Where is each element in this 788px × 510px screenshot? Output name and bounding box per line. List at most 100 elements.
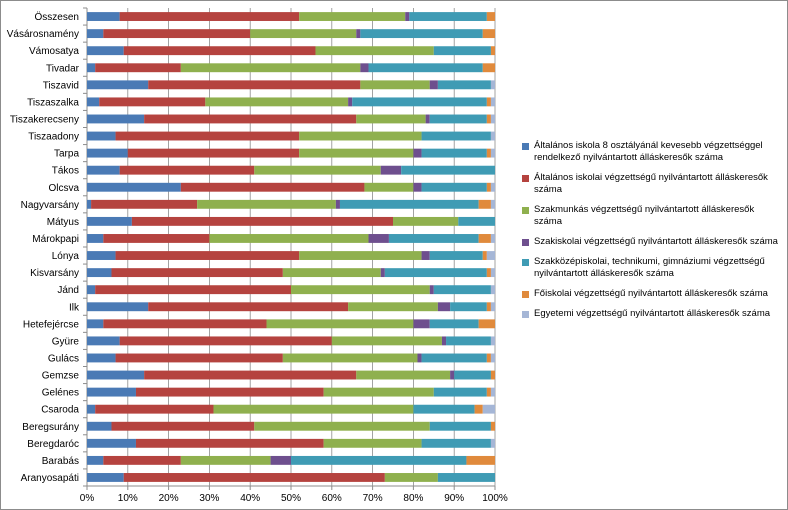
bar-segment-1 (87, 473, 124, 482)
bar-segment-6 (474, 404, 483, 414)
bar-segment-4 (360, 63, 369, 73)
bar-segment-4 (437, 302, 451, 312)
category-label: Összesen (35, 11, 79, 23)
legend: Általános iskola 8 osztályánál kevesebb … (522, 140, 784, 328)
bar-segment-1 (87, 131, 116, 141)
bar-segment-7 (482, 404, 495, 414)
bar-segment-6 (486, 302, 491, 312)
legend-swatch (522, 239, 529, 246)
bar-segment-1 (87, 216, 132, 226)
bar-segment-5 (421, 353, 487, 363)
bar-segment-5 (360, 29, 483, 39)
bar-segment-5 (433, 387, 487, 397)
bar-segment-6 (490, 370, 495, 380)
bar-segment-7 (490, 97, 495, 107)
category-label: Gelénes (42, 388, 79, 399)
bar-segment-4 (450, 370, 455, 380)
bar-segment-2 (123, 473, 385, 482)
x-tick-label: 10% (118, 493, 138, 504)
bar-segment-1 (87, 455, 104, 465)
bar-segment-5 (446, 336, 491, 346)
bar-segment-4 (421, 251, 430, 260)
bar-segment-1 (87, 114, 145, 124)
bar-segment-5 (291, 455, 467, 465)
bar-segment-3 (250, 29, 357, 39)
bar-segment-2 (180, 182, 365, 192)
category-label: Gyüre (52, 336, 80, 347)
category-label: Aranyosapáti (21, 473, 79, 484)
bar-segment-5 (413, 404, 475, 414)
bar-segment-7 (490, 114, 495, 124)
bar-segment-1 (87, 63, 96, 73)
bar-segment-1 (87, 46, 124, 56)
bar-segment-5 (450, 302, 487, 312)
legend-label: Egyetemi végzettségű nyilvántartott állá… (534, 308, 771, 319)
bar-segment-7 (486, 251, 495, 260)
bar-segment-4 (429, 285, 434, 295)
bar-segment-1 (87, 97, 100, 107)
x-tick-label: 80% (403, 493, 423, 504)
bar-segment-1 (87, 199, 92, 209)
bar-segment-7 (490, 438, 495, 448)
bar-segment-5 (421, 438, 491, 448)
category-label: Tiszaszalka (27, 97, 79, 108)
bar-segment-2 (119, 12, 300, 21)
bar-segment-3 (348, 302, 438, 312)
x-tick-label: 0% (80, 493, 95, 504)
bar-segment-3 (299, 148, 414, 158)
bar-segment-6 (490, 421, 495, 431)
bar-segment-2 (91, 199, 198, 209)
legend-label: Általános iskola 8 osztályánál kevesebb … (534, 140, 763, 163)
bar-segment-3 (180, 455, 271, 465)
category-label: Jánd (57, 285, 79, 296)
bar-segment-4 (380, 268, 385, 278)
bar-segment-6 (486, 182, 491, 192)
bar-segment-2 (115, 251, 300, 260)
bar-segment-5 (421, 182, 487, 192)
bar-segment-5 (429, 421, 491, 431)
bar-segment-3 (291, 285, 430, 295)
category-label: Vásárosnamény (7, 29, 79, 40)
x-tick-label: 30% (199, 493, 219, 504)
bar-segment-5 (458, 216, 495, 226)
bar-segment-4 (348, 97, 353, 107)
bar-segment-2 (144, 114, 357, 124)
bar-segment-1 (87, 268, 112, 278)
bar-segment-4 (441, 336, 447, 346)
bar-segment-3 (197, 199, 336, 209)
legend-swatch (522, 291, 529, 298)
bar-segment-5 (368, 63, 483, 73)
bar-segment-1 (87, 353, 116, 363)
bar-segment-2 (103, 29, 251, 39)
bar-segment-5 (437, 473, 495, 482)
legend-swatch (522, 143, 529, 150)
bar-segment-7 (490, 199, 495, 209)
bar-segment-1 (87, 285, 96, 295)
bar-segment-2 (148, 302, 349, 312)
bar-segment-3 (315, 46, 434, 56)
bar-segment-4 (335, 199, 340, 209)
bar-segment-3 (393, 216, 459, 226)
category-label: Lónya (52, 251, 80, 262)
category-label: Olcsva (48, 183, 79, 194)
bar-segment-7 (490, 148, 495, 158)
bar-segment-5 (421, 148, 487, 158)
legend-item: Általános iskolai végzettségű nyilvántar… (522, 172, 784, 196)
bar-segment-3 (254, 165, 381, 175)
bar-segment-5 (401, 165, 495, 175)
bar-segment-3 (282, 353, 418, 363)
bar-segment-3 (299, 251, 422, 260)
bar-segment-2 (123, 46, 316, 56)
category-label: Gulács (48, 353, 79, 364)
category-label: Mátyus (47, 217, 79, 228)
bar-segment-4 (429, 80, 438, 90)
bar-segment-4 (356, 29, 361, 39)
category-label: Csaroda (41, 405, 79, 416)
bar-segment-2 (111, 421, 255, 431)
bar-segment-7 (490, 268, 495, 278)
bar-segment-7 (490, 353, 495, 363)
bar-segment-5 (433, 285, 491, 295)
bar-segment-5 (429, 319, 479, 329)
bar-segment-3 (299, 12, 406, 21)
category-label: Barabás (42, 456, 79, 467)
